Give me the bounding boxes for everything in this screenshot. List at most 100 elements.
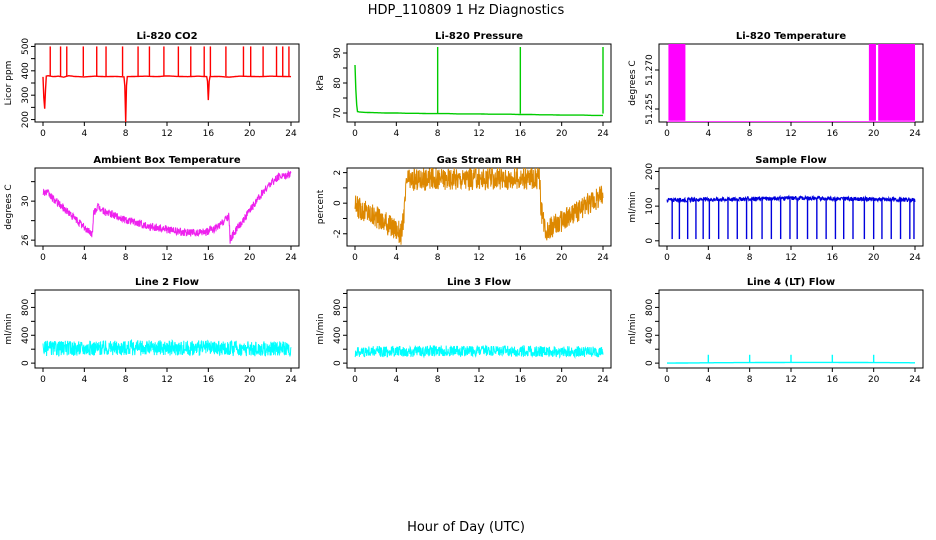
x-tick-label: 24 xyxy=(909,129,921,139)
x-tick-label: 4 xyxy=(393,129,399,139)
y-tick-label: 400 xyxy=(645,326,655,343)
x-tick-label: 8 xyxy=(435,253,441,263)
y-tick-label: 400 xyxy=(21,62,31,79)
x-tick-label: 12 xyxy=(161,129,172,139)
x-tick-label: 12 xyxy=(473,129,484,139)
y-tick-label: 30 xyxy=(21,195,31,207)
x-tick-label: 4 xyxy=(81,375,87,385)
plot-frame xyxy=(346,43,612,123)
y-tick-label: 200 xyxy=(645,163,655,180)
y-tick-label: 2 xyxy=(333,170,343,176)
x-tick-label: 20 xyxy=(556,375,568,385)
x-tick-label: 8 xyxy=(123,129,129,139)
figure-title: HDP_110809 1 Hz Diagnostics xyxy=(368,3,565,18)
y-tick-label: 0 xyxy=(333,360,343,366)
series-group xyxy=(42,46,292,122)
series-group xyxy=(667,354,915,364)
x-tick-label: 12 xyxy=(161,375,172,385)
x-tick-label: 4 xyxy=(393,253,399,263)
x-tick-label: 20 xyxy=(868,253,880,263)
x-tick-label: 16 xyxy=(827,253,839,263)
x-tick-label: 0 xyxy=(664,253,670,263)
x-tick-label: 20 xyxy=(556,129,568,139)
y-tick-label: 26 xyxy=(21,234,31,246)
plot-frame xyxy=(346,289,612,369)
y-axis-label: degrees C xyxy=(4,184,14,229)
x-tick-label: 8 xyxy=(747,129,753,139)
x-tick-label: 20 xyxy=(868,129,880,139)
series-line xyxy=(354,344,604,359)
x-tick-label: 4 xyxy=(81,253,87,263)
series-line xyxy=(42,339,292,357)
panel-8: Line 3 Flow 0 4 8 12 16 20 24 0 400 800 ml/min xyxy=(316,277,612,385)
x-tick-label: 16 xyxy=(203,129,215,139)
series-group xyxy=(42,170,292,244)
x-tick-label: 20 xyxy=(556,253,568,263)
plot-frame xyxy=(658,167,924,247)
panel-3: Li-820 Temperature 0 4 8 12 16 20 24 51.255 51.27… xyxy=(628,31,924,139)
y-tick-label: -2 xyxy=(333,229,343,238)
y-tick-label: 0 xyxy=(333,200,343,206)
panel-5: Gas Stream RH 0 4 8 12 16 20 24 -2 0 2 percent xyxy=(316,155,612,263)
y-tick-label: 300 xyxy=(21,86,31,103)
x-tick-label: 4 xyxy=(393,375,399,385)
series-line xyxy=(354,64,603,117)
series-line xyxy=(42,170,292,244)
series-group xyxy=(666,194,916,240)
x-tick-label: 8 xyxy=(123,375,129,385)
y-tick-label: 800 xyxy=(21,299,31,316)
y-tick-label: 200 xyxy=(21,111,31,128)
panel-title: Line 3 Flow xyxy=(447,277,511,288)
y-tick-label: 500 xyxy=(21,38,31,55)
y-tick-label: 51.255 xyxy=(645,93,655,125)
x-tick-label: 24 xyxy=(909,253,921,263)
y-tick-label: 70 xyxy=(333,107,343,119)
x-tick-label: 16 xyxy=(515,375,527,385)
panel-title: Li-820 Temperature xyxy=(736,31,846,42)
x-tick-label: 16 xyxy=(515,253,527,263)
y-tick-label: 80 xyxy=(333,77,343,89)
y-axis-label: percent xyxy=(316,189,326,224)
x-tick-label: 0 xyxy=(664,375,670,385)
panel-6: Sample Flow 0 4 8 12 16 20 24 0 100 200 ml/min xyxy=(628,155,924,263)
panel-title: Ambient Box Temperature xyxy=(93,155,240,166)
panel-title: Line 4 (LT) Flow xyxy=(747,277,835,288)
y-axis-label: ml/min xyxy=(316,313,326,344)
x-tick-label: 0 xyxy=(664,129,670,139)
panel-7: Line 2 Flow 0 4 8 12 16 20 24 0 400 800 ml/min xyxy=(4,277,300,385)
x-tick-label: 24 xyxy=(597,375,609,385)
y-axis-label: ml/min xyxy=(628,191,638,222)
x-tick-label: 16 xyxy=(203,375,215,385)
x-tick-label: 12 xyxy=(785,375,796,385)
panel-9: Line 4 (LT) Flow 0 4 8 12 16 20 24 0 400 800 ml/min xyxy=(628,277,924,385)
x-tick-label: 12 xyxy=(785,129,796,139)
x-tick-label: 20 xyxy=(868,375,880,385)
series-line xyxy=(666,194,916,204)
y-tick-label: 0 xyxy=(21,360,31,366)
x-tick-label: 4 xyxy=(705,253,711,263)
x-tick-label: 16 xyxy=(827,375,839,385)
x-tick-label: 4 xyxy=(705,129,711,139)
x-tick-label: 16 xyxy=(203,253,215,263)
x-tick-label: 0 xyxy=(352,253,358,263)
x-tick-label: 8 xyxy=(747,253,753,263)
panel-title: Li-820 CO2 xyxy=(136,31,197,42)
panel-title: Li-820 Pressure xyxy=(435,31,523,42)
y-tick-label: 400 xyxy=(21,326,31,343)
series-group xyxy=(42,339,292,357)
x-axis-title: Hour of Day (UTC) xyxy=(407,520,525,535)
x-tick-label: 0 xyxy=(352,129,358,139)
x-tick-label: 20 xyxy=(244,253,256,263)
y-axis-label: ml/min xyxy=(4,313,14,344)
x-tick-label: 12 xyxy=(473,375,484,385)
series-group xyxy=(354,47,604,117)
x-tick-label: 12 xyxy=(785,253,796,263)
x-tick-label: 16 xyxy=(515,129,527,139)
series-group xyxy=(354,168,604,245)
x-tick-label: 8 xyxy=(123,253,129,263)
x-tick-label: 12 xyxy=(473,253,484,263)
x-tick-label: 24 xyxy=(285,253,297,263)
x-tick-label: 24 xyxy=(285,375,297,385)
y-tick-label: 800 xyxy=(645,299,655,316)
